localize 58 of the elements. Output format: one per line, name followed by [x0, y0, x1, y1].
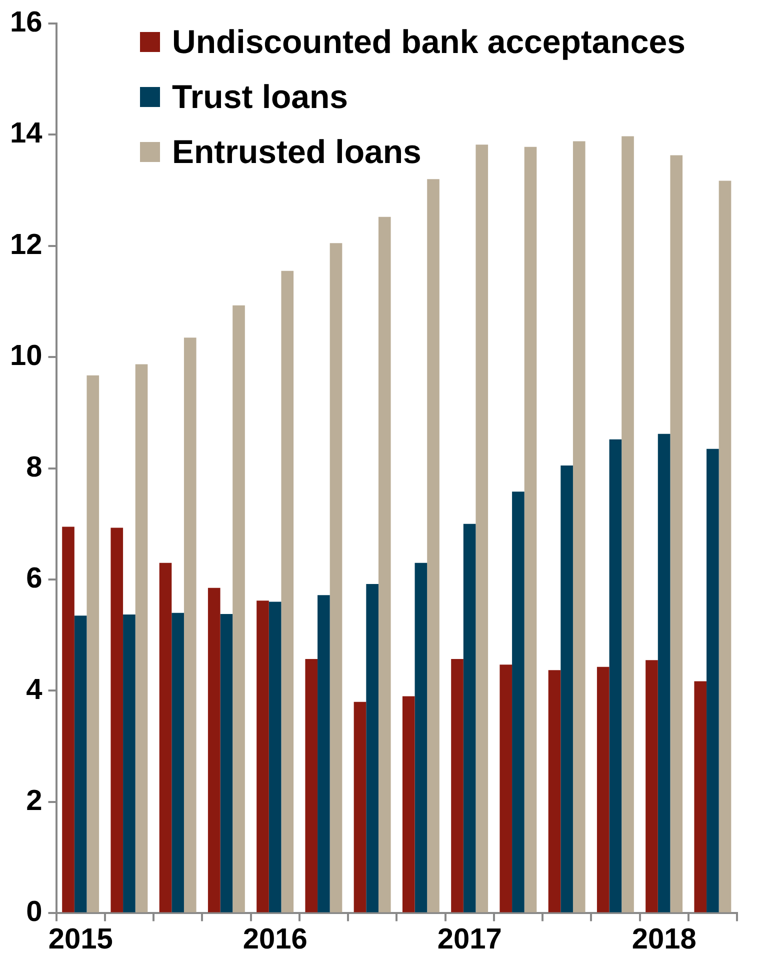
- bar: [524, 146, 537, 912]
- bar: [318, 595, 330, 912]
- bar: [694, 681, 707, 912]
- bar: [123, 614, 136, 912]
- y-tick-label: 12: [10, 228, 42, 261]
- bar: [548, 670, 561, 912]
- bar: [476, 144, 488, 912]
- bar: [658, 434, 670, 912]
- bar: [609, 439, 622, 912]
- bar: [414, 562, 428, 912]
- bar: [172, 612, 184, 912]
- bar: [572, 141, 586, 912]
- bar: [305, 659, 318, 912]
- legend-label: Trust loans: [172, 78, 348, 116]
- bar: [670, 155, 683, 912]
- y-tick-label: 2: [26, 784, 42, 817]
- bar: [330, 243, 342, 912]
- bar: [135, 364, 148, 912]
- bar: [463, 524, 476, 912]
- y-tick-label: 6: [26, 562, 42, 595]
- bar: [208, 588, 220, 912]
- bar: [354, 702, 366, 912]
- bar: [159, 562, 172, 912]
- x-tick-label: 2017: [437, 924, 502, 956]
- bar: [622, 136, 634, 912]
- bar: [268, 602, 282, 912]
- legend-label: Undiscounted bank acceptances: [172, 22, 686, 60]
- bar: [232, 305, 245, 912]
- bar: [718, 180, 732, 912]
- bar: [512, 492, 524, 912]
- x-tick-label: 2015: [48, 924, 113, 956]
- x-tick-label: 2016: [242, 924, 308, 956]
- bar: [74, 616, 87, 912]
- bar: [427, 179, 440, 912]
- bar: [220, 614, 233, 912]
- bar: [706, 448, 719, 912]
- bar: [451, 659, 464, 912]
- y-tick-label: 16: [10, 6, 42, 38]
- y-tick-label: 0: [26, 896, 42, 928]
- bar: [110, 528, 124, 912]
- bar: [86, 375, 100, 912]
- bar: [256, 600, 269, 912]
- bar: [596, 666, 610, 912]
- bar: [281, 270, 294, 912]
- bar: [184, 338, 196, 912]
- bar: [560, 466, 573, 912]
- bar: [500, 664, 512, 912]
- x-tick-label: 2018: [632, 924, 696, 956]
- bar: [646, 660, 658, 912]
- y-tick-label: 4: [26, 674, 42, 706]
- y-tick-label: 10: [10, 340, 42, 372]
- legend-label: Entrusted loans: [172, 132, 422, 170]
- y-tick-label: 8: [26, 451, 42, 484]
- bar: [402, 696, 415, 912]
- bar: [378, 216, 391, 912]
- bar: [62, 526, 74, 912]
- bar: [366, 584, 378, 912]
- y-tick-label: 14: [10, 118, 42, 150]
